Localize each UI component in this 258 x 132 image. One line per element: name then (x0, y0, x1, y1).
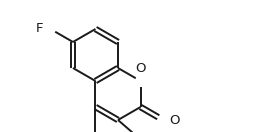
Text: F: F (36, 22, 43, 36)
Text: O: O (169, 114, 180, 126)
Text: O: O (135, 62, 146, 75)
